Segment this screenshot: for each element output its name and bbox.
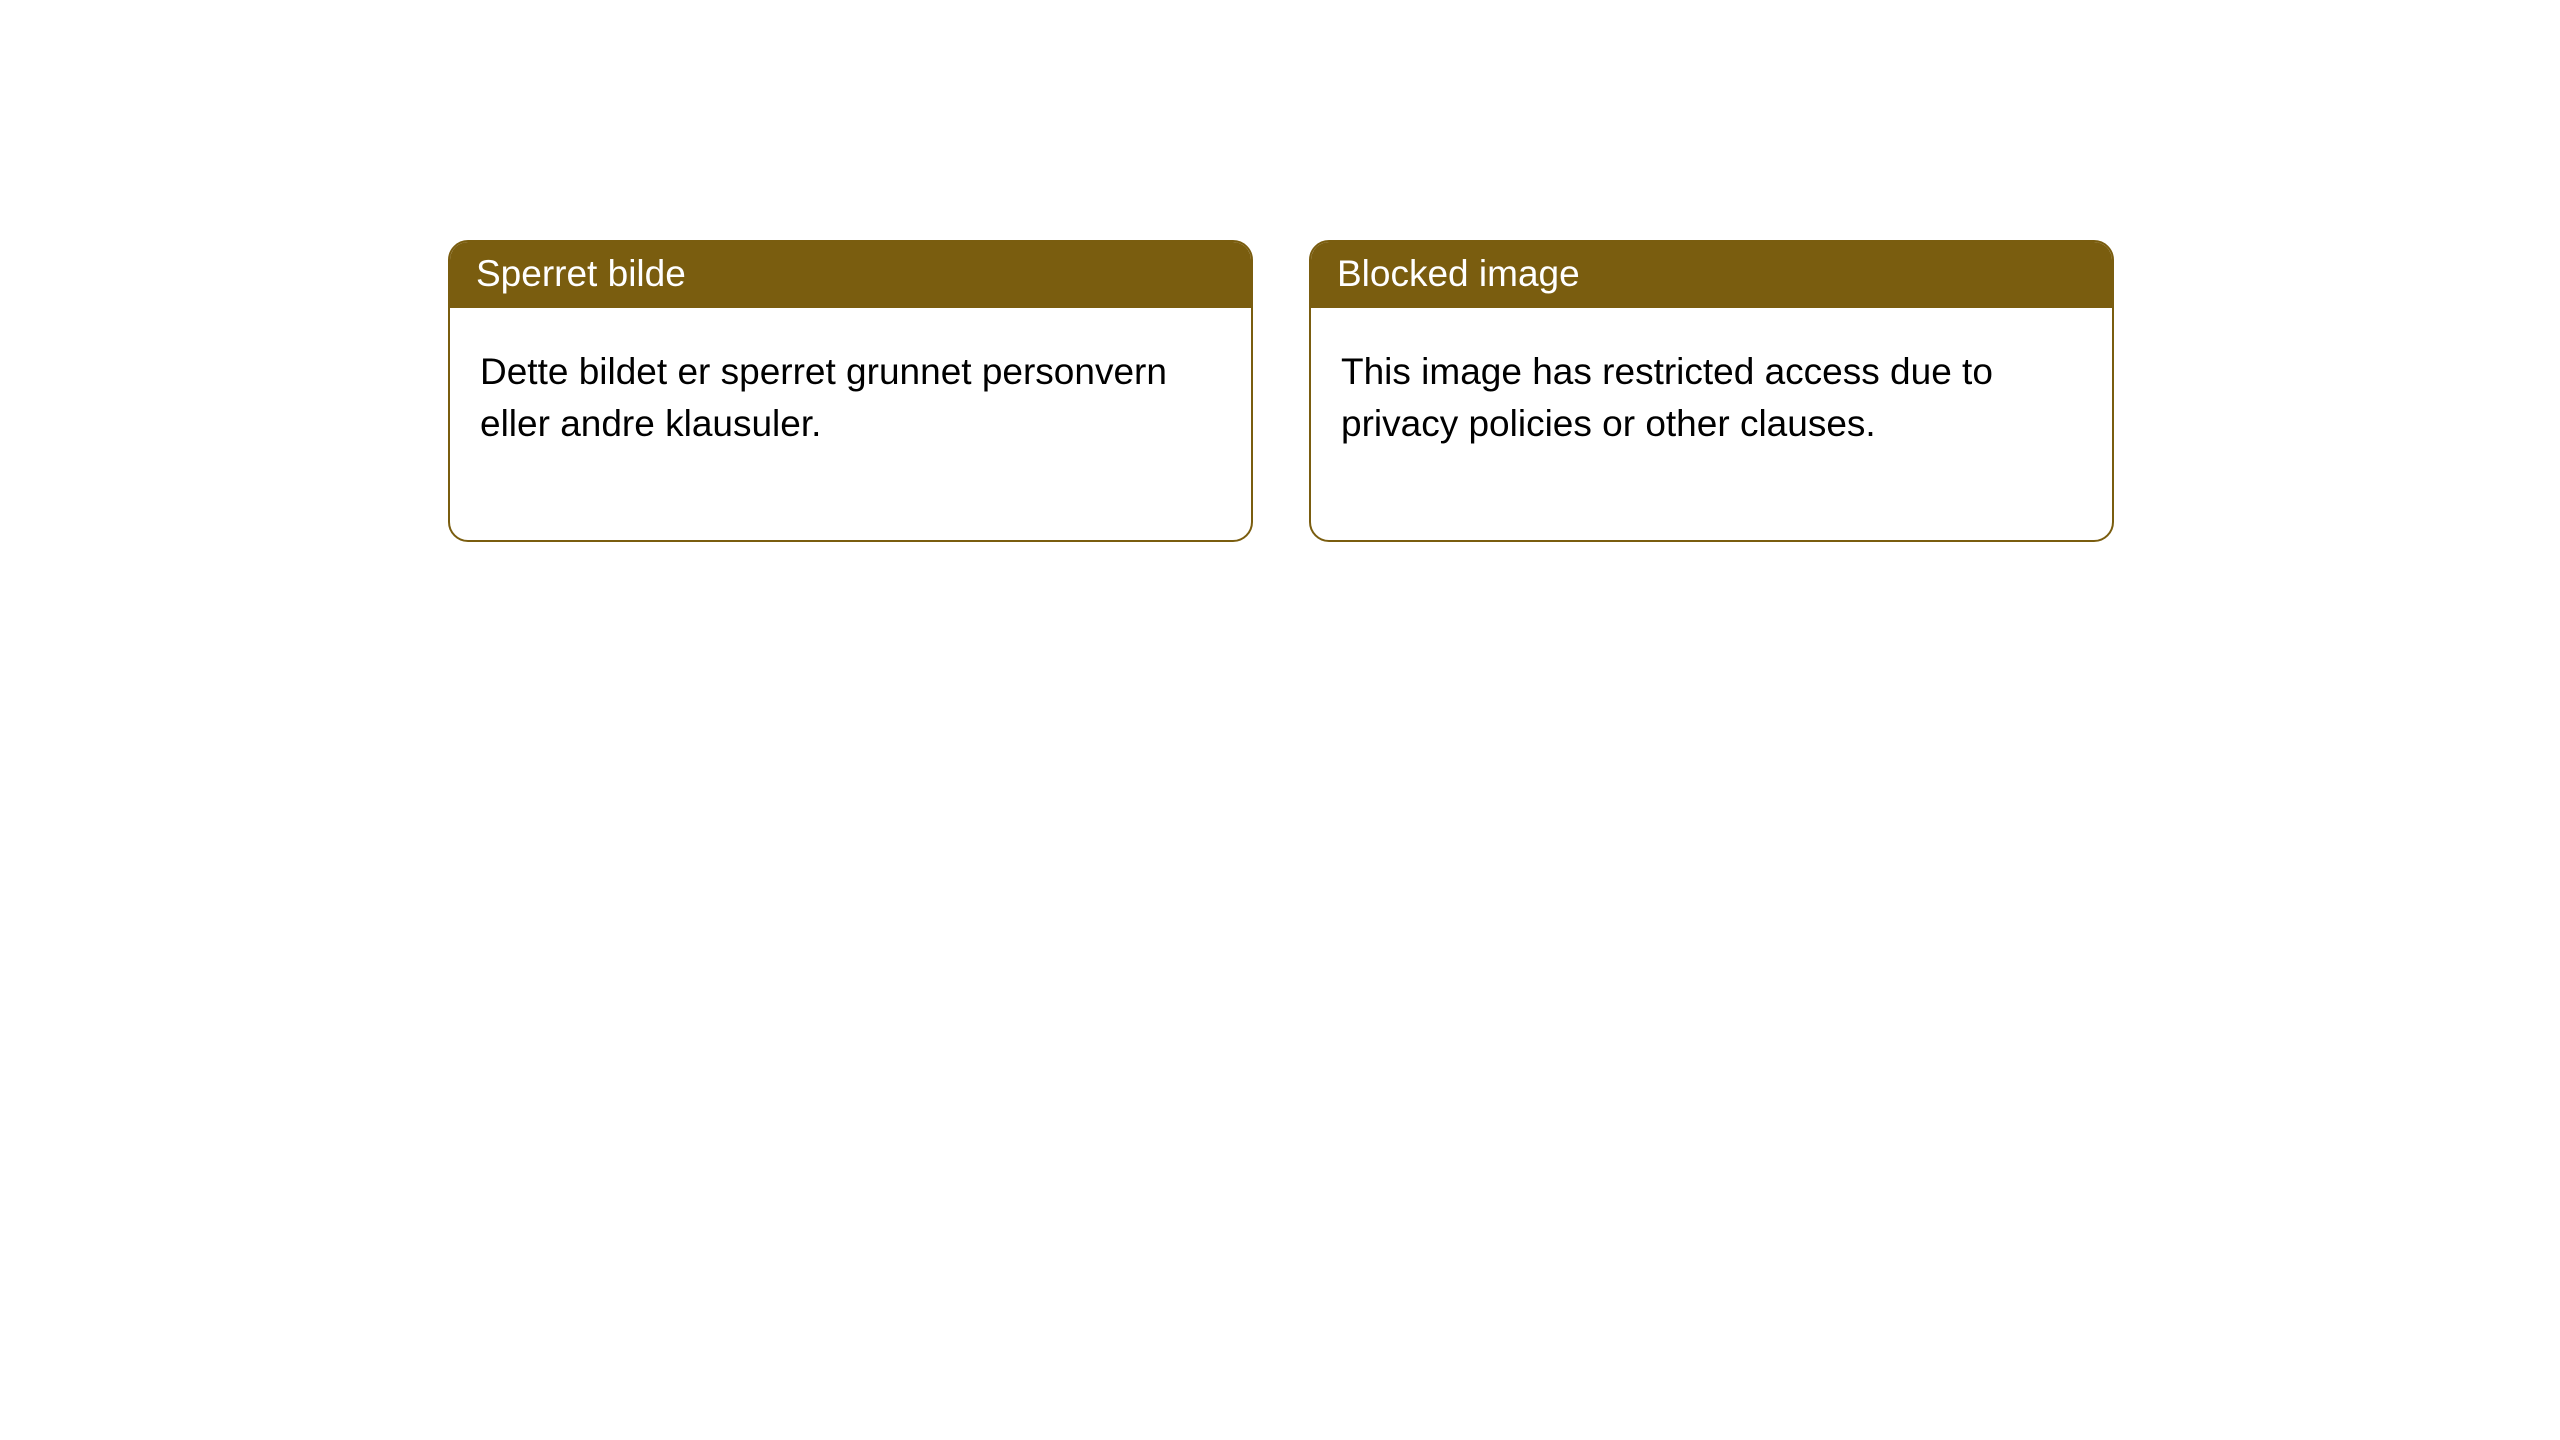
cards-container: Sperret bilde Dette bildet er sperret gr… — [0, 0, 2560, 542]
card-body: Dette bildet er sperret grunnet personve… — [450, 308, 1251, 540]
card-title: Blocked image — [1337, 253, 1580, 294]
card-title: Sperret bilde — [476, 253, 686, 294]
card-body-text: Dette bildet er sperret grunnet personve… — [480, 351, 1167, 444]
blocked-image-card-no: Sperret bilde Dette bildet er sperret gr… — [448, 240, 1253, 542]
card-header: Blocked image — [1311, 242, 2112, 308]
card-header: Sperret bilde — [450, 242, 1251, 308]
card-body-text: This image has restricted access due to … — [1341, 351, 1993, 444]
blocked-image-card-en: Blocked image This image has restricted … — [1309, 240, 2114, 542]
card-body: This image has restricted access due to … — [1311, 308, 2112, 540]
